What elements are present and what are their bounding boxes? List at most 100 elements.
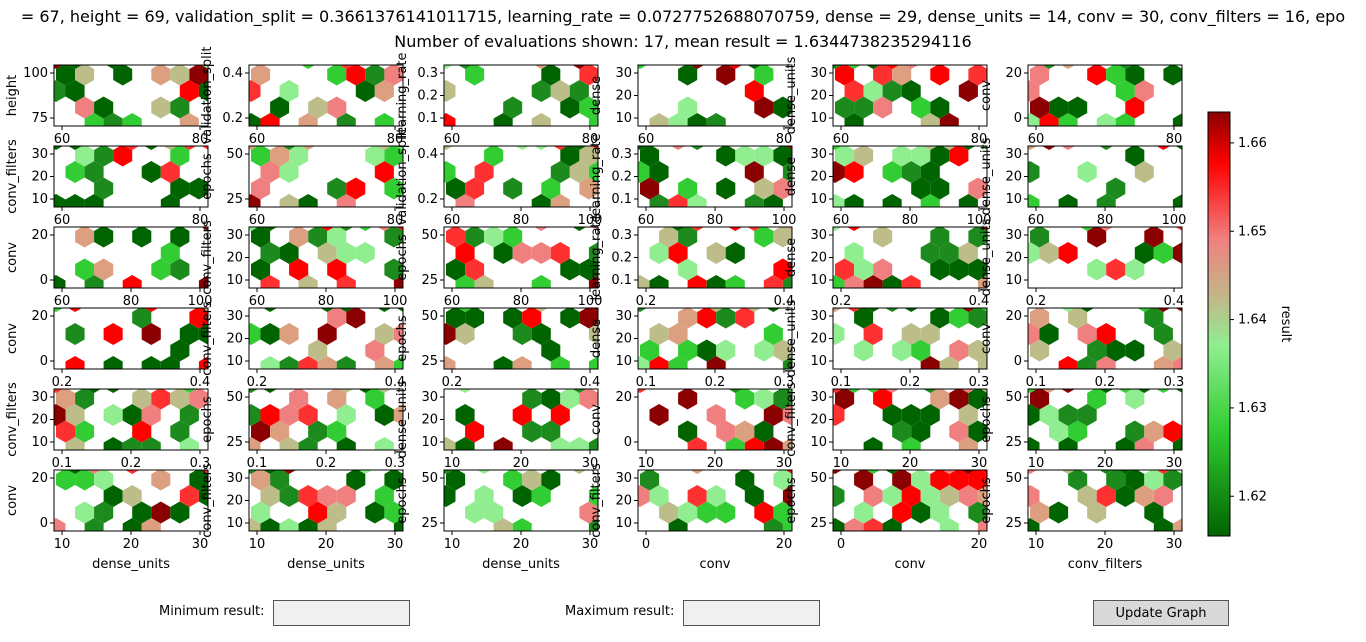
- x-tick-label: 0.2: [121, 456, 142, 471]
- hexbin-cell: [260, 275, 280, 288]
- y-tick-label: 20: [31, 413, 48, 428]
- hexbin-cell: [65, 404, 85, 426]
- hexbin-cell: [279, 323, 299, 345]
- hexbin-cell: [384, 227, 403, 248]
- hexbin-cell: [1099, 470, 1114, 474]
- hexbin-cell: [317, 242, 337, 264]
- hexbin-cell: [339, 308, 354, 312]
- hexbin-cell: [54, 65, 63, 69]
- hexbin-cell: [75, 470, 95, 491]
- y-tick-label: 30: [810, 147, 827, 162]
- hexbin-cell: [455, 275, 475, 288]
- hexbin-cell: [170, 227, 190, 248]
- hexbin-cell: [835, 96, 855, 119]
- x-tick-label: 80: [123, 294, 140, 309]
- y-tick-label: 20: [226, 494, 243, 509]
- hexbin-cell: [1087, 339, 1107, 362]
- hexbin-cell: [327, 420, 347, 443]
- hexbin-cell: [833, 404, 845, 426]
- hexbin-cell: [754, 227, 774, 248]
- x-tick-label: 0.4: [385, 375, 406, 390]
- hexbin-cell: [1172, 437, 1182, 450]
- hexbin-cell: [728, 227, 743, 231]
- hexbin-cell: [833, 65, 842, 69]
- x-tick-label: 80: [902, 213, 919, 228]
- hexbin-cell: [503, 227, 523, 248]
- hexbin-cell: [1087, 227, 1107, 248]
- hexbin-cell: [706, 275, 726, 288]
- hexbin-cell: [901, 323, 921, 345]
- hexbin-cell: [1106, 339, 1126, 362]
- max-result-input[interactable]: [683, 600, 820, 626]
- hexbin-cell: [958, 437, 978, 450]
- hexbin-cell: [94, 177, 114, 200]
- hexbin-cell: [968, 308, 987, 329]
- hexbin-cell: [588, 437, 598, 450]
- hexbin-cell: [446, 308, 466, 329]
- hexbin-cell: [560, 96, 580, 119]
- min-result-input[interactable]: [273, 600, 410, 626]
- hexbin-cell: [747, 65, 762, 69]
- hexbin-cell: [493, 242, 513, 264]
- hexbin-cell: [678, 389, 698, 410]
- hexbin-panel-r1-c1: 25 50 60 80 epochs: [200, 145, 404, 228]
- hexbin-cell: [1099, 146, 1114, 150]
- hexbin-cell: [106, 389, 121, 393]
- hexbin-cell: [317, 518, 337, 531]
- hexbin-cell: [374, 161, 394, 183]
- hexbin-cell: [854, 339, 874, 362]
- hexbin-cell: [282, 146, 297, 150]
- hexbin-cell: [668, 518, 688, 531]
- hexbin-cell: [833, 323, 845, 345]
- hexbin-cell: [465, 65, 485, 86]
- hexbin-cell: [444, 470, 453, 474]
- hexbin-cell: [122, 275, 142, 288]
- hexbin-cell: [141, 437, 161, 450]
- hexbin-cell: [1125, 339, 1145, 362]
- hexbin-cell: [132, 389, 152, 410]
- hexbin-cell: [588, 275, 598, 288]
- hexbin-cell: [1028, 470, 1037, 474]
- hexbin-cell: [728, 65, 743, 69]
- hexbin-cell: [54, 308, 63, 312]
- hexbin-cell: [697, 339, 717, 362]
- hexbin-cell: [327, 227, 347, 248]
- hexbin-cell: [638, 161, 650, 183]
- hexbin-cell: [773, 389, 792, 410]
- hexbin-cell: [279, 242, 299, 264]
- hexbin-cell: [866, 308, 881, 312]
- hexbin-cell: [65, 437, 85, 450]
- hexbin-cell: [1172, 242, 1182, 264]
- y-tick-label: 20: [226, 332, 243, 347]
- hexbin-cell: [579, 258, 598, 281]
- hexbin-cell: [87, 470, 102, 474]
- hexbin-cell: [579, 96, 598, 119]
- hexbin-panel-r2-c5: 10 20 30 0.2 0.4 dense_units: [979, 218, 1184, 309]
- hexbin-cell: [531, 485, 551, 507]
- hexbin-cell: [189, 308, 208, 329]
- hexbin-cell: [640, 339, 660, 362]
- hexbin-cell: [106, 65, 121, 69]
- hexbin-cell: [782, 356, 792, 369]
- x-tick-label: 0.2: [900, 375, 921, 390]
- hexbin-panel-r1-c5: 10 20 30 60 80 100 dense_units: [979, 137, 1186, 228]
- x-tick-label: 20: [902, 456, 919, 471]
- hexbin-cell: [170, 146, 190, 167]
- update-graph-button[interactable]: Update Graph: [1093, 600, 1229, 626]
- hexbin-cell: [336, 194, 356, 207]
- hexbin-cell: [1118, 65, 1133, 69]
- hexbin-panel-r0-c4: 10 20 30 60 80 dense_units: [784, 56, 988, 147]
- x-tick-label: 10: [444, 456, 461, 471]
- hexbin-cell: [591, 308, 598, 312]
- x-tick-label: 100: [967, 213, 992, 228]
- hexbin-cell: [336, 242, 356, 264]
- hexbin-cell: [260, 113, 280, 126]
- colorbar-label: result: [1278, 306, 1293, 343]
- hexbin-cell: [336, 437, 356, 450]
- hexbin-cell: [560, 308, 580, 329]
- hexbin-cell: [854, 308, 874, 329]
- hexbin-cell: [847, 227, 862, 231]
- y-tick-label: 0.3: [611, 147, 632, 162]
- hexbin-cell: [833, 389, 842, 393]
- hexbin-cell: [249, 470, 258, 474]
